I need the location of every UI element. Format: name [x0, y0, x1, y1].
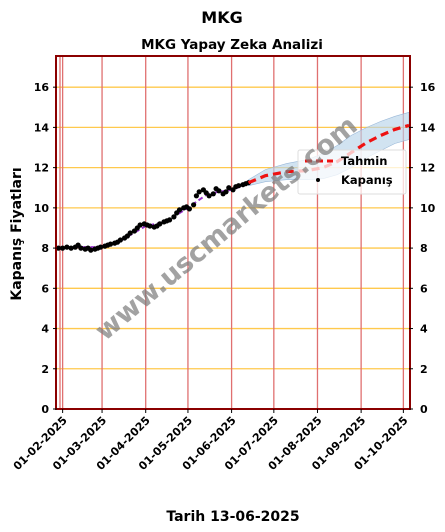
- closing-price-points: [55, 180, 252, 253]
- closing-price-point: [236, 183, 242, 189]
- closing-price-point: [147, 223, 153, 229]
- closing-price-point: [196, 189, 202, 195]
- closing-price-point: [64, 244, 70, 250]
- trend-line-path: [58, 182, 249, 250]
- x-ticks: 01-02-202501-03-202501-04-202501-05-2025…: [11, 409, 410, 473]
- closing-price-point: [137, 222, 143, 228]
- plot-frame: [55, 55, 411, 410]
- legend-closing-swatch: [316, 178, 320, 182]
- closing-price-point: [223, 189, 229, 195]
- closing-price-point: [107, 241, 114, 247]
- y-axis-label: Kapanış Fiyatları: [9, 167, 25, 300]
- trend-line: [58, 182, 249, 250]
- y-tick-label: 4: [41, 323, 49, 336]
- closing-price-point: [206, 193, 212, 199]
- closing-price-point: [78, 245, 84, 251]
- chart-title: MKG: [201, 8, 242, 27]
- closing-price-point: [216, 188, 222, 194]
- y-tick-label: 16: [34, 81, 50, 94]
- closing-price-point: [210, 191, 216, 197]
- y-ticks-left: 0 2 4 6 8 10 12 14 16: [34, 81, 57, 416]
- closing-price-point: [226, 185, 232, 191]
- y-tick-label-right: 0: [420, 403, 428, 416]
- y-tick-label: 8: [41, 242, 49, 255]
- y-tick-label: 6: [41, 282, 49, 295]
- closing-price-point: [127, 230, 133, 236]
- closing-price-point: [117, 237, 123, 243]
- closing-price-point: [55, 245, 62, 251]
- y-tick-label-right: 16: [420, 81, 436, 94]
- legend-closing-label: Kapanış: [341, 173, 393, 187]
- legend-box: [297, 149, 407, 195]
- y-tick-label-right: 2: [420, 363, 428, 376]
- y-tick-label: 10: [34, 202, 50, 215]
- y-ticks-right: 0 2 4 6 8 10 12 14 16: [409, 81, 436, 416]
- legend: Tahmin Kapanış: [297, 149, 407, 195]
- y-tick-label-right: 12: [420, 162, 435, 175]
- closing-price-point: [176, 207, 183, 213]
- closing-price-point: [193, 193, 199, 199]
- legend-forecast-label: Tahmin: [341, 154, 387, 168]
- closing-price-point: [167, 217, 173, 223]
- chart-subtitle: MKG Yapay Zeka Analizi: [141, 37, 323, 53]
- y-tick-label-right: 6: [420, 282, 428, 295]
- closing-price-point: [98, 244, 104, 250]
- grid-lines: [57, 57, 409, 410]
- y-tick-label-right: 14: [420, 121, 436, 134]
- y-tick-label: 12: [34, 162, 49, 175]
- closing-price-point: [60, 245, 66, 251]
- y-tick-label: 14: [34, 121, 50, 134]
- closing-price-point: [68, 245, 74, 251]
- closing-price-point: [88, 247, 94, 253]
- y-tick-label-right: 10: [420, 202, 436, 215]
- y-tick-label-right: 4: [420, 323, 428, 336]
- y-tick-label-right: 8: [420, 242, 428, 255]
- closing-price-point: [186, 206, 192, 212]
- y-tick-label: 0: [41, 403, 49, 416]
- x-axis-label: Tarih 13-06-2025: [166, 509, 299, 525]
- closing-price-point: [191, 202, 197, 208]
- y-tick-label: 2: [41, 363, 49, 376]
- closing-price-point: [157, 221, 163, 227]
- closing-price-point: [171, 214, 177, 220]
- watermark: www.uscmarkets.com: [89, 110, 363, 347]
